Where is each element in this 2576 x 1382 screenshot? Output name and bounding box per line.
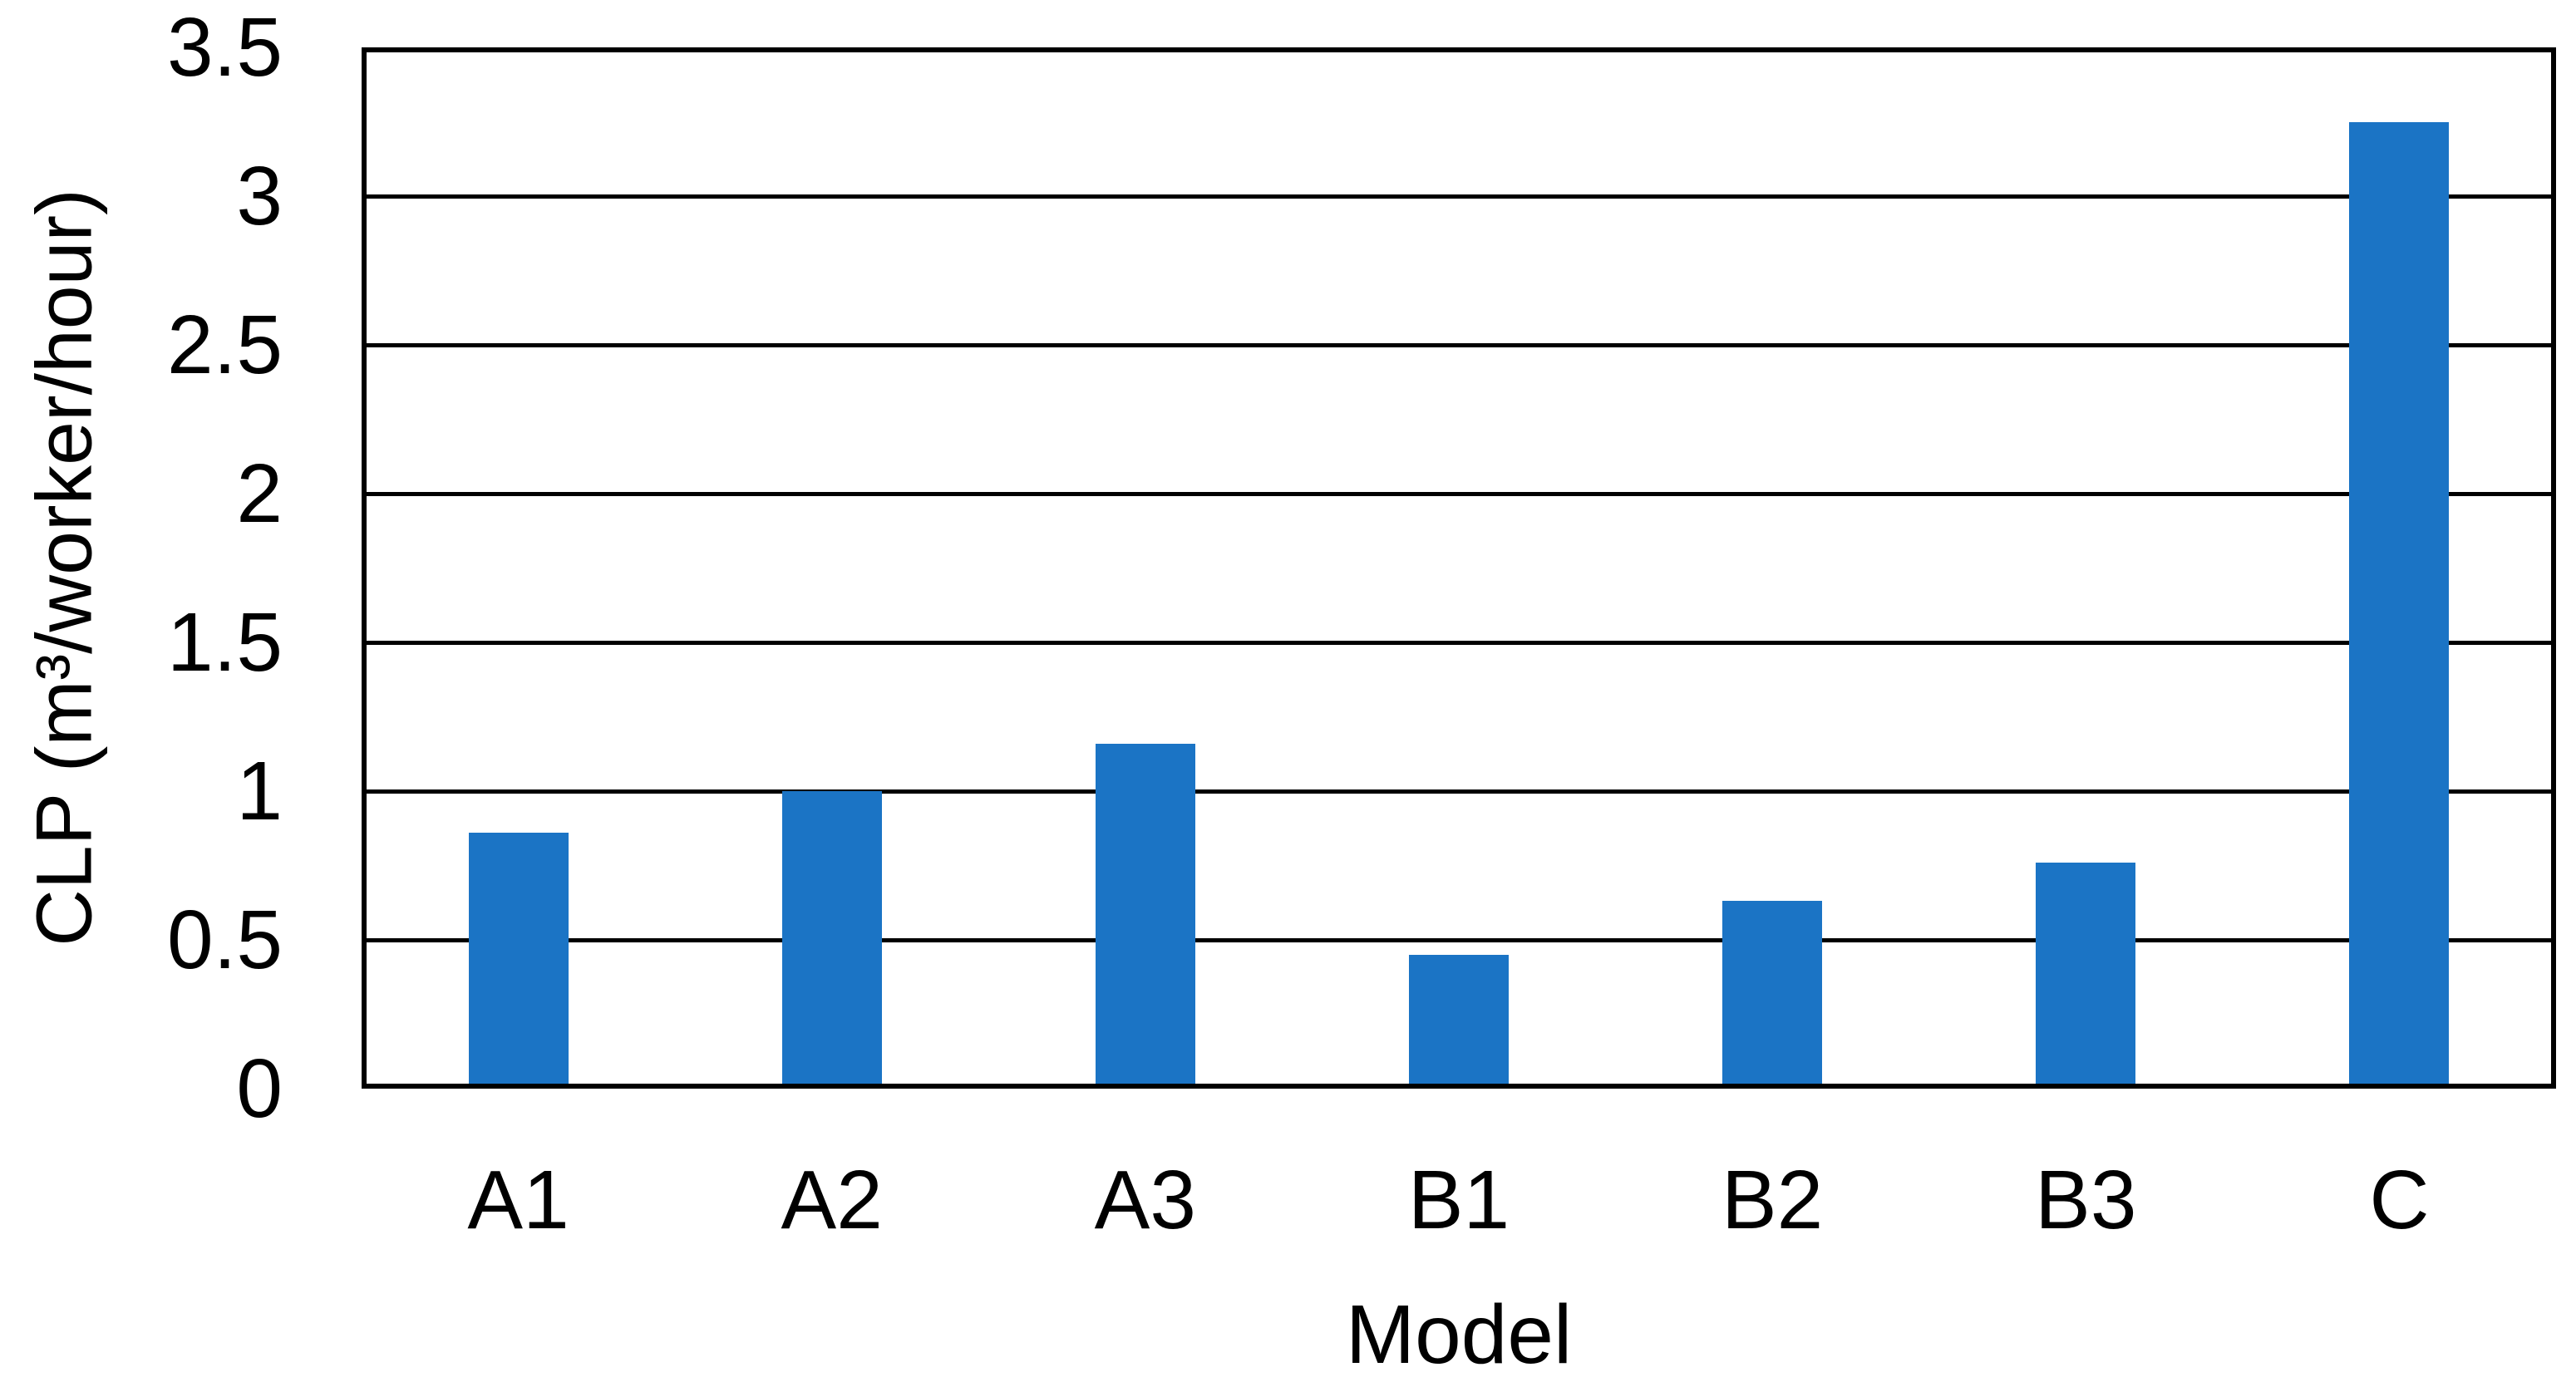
y-tick-label-1.5: 1.5: [166, 596, 283, 689]
plot-area: [362, 47, 2556, 1089]
x-tick-label-B2: B2: [1721, 1153, 1824, 1247]
bar-A2: [781, 791, 882, 1089]
bar-C: [2349, 121, 2450, 1089]
y-tick-label-3.5: 3.5: [166, 1, 283, 94]
bar-B1: [1409, 954, 1509, 1089]
gridline-y-1: [362, 789, 2556, 794]
bars-group: [362, 47, 2556, 1089]
x-tick-label-B1: B1: [1407, 1153, 1510, 1247]
bar-A1: [468, 833, 569, 1089]
y-tick-label-1: 1: [236, 745, 283, 838]
bar-B3: [2036, 862, 2136, 1089]
bar-B2: [1722, 901, 1823, 1089]
y-axis-title: CLP (m³/worker/hour): [20, 189, 109, 947]
x-tick-label-B3: B3: [2035, 1153, 2137, 1247]
gridline-y-0.5: [362, 937, 2556, 942]
gridline-y-2: [362, 491, 2556, 496]
x-tick-label-C: C: [2369, 1153, 2430, 1247]
y-tick-label-2.5: 2.5: [166, 298, 283, 391]
y-tick-label-2: 2: [236, 447, 283, 540]
gridlines: [362, 47, 2556, 1089]
x-tick-label-A1: A1: [467, 1153, 569, 1247]
gridline-y-1.5: [362, 640, 2556, 645]
gridline-y-3: [362, 194, 2556, 199]
y-tick-label-3: 3: [236, 150, 283, 243]
x-axis-title: Model: [1345, 1288, 1573, 1381]
y-tick-label-0.5: 0.5: [166, 893, 283, 986]
gridline-y-2.5: [362, 342, 2556, 347]
bar-A3: [1095, 743, 1195, 1089]
x-tick-label-A3: A3: [1094, 1153, 1197, 1247]
x-tick-label-A2: A2: [781, 1153, 883, 1247]
y-tick-label-0: 0: [236, 1042, 283, 1135]
